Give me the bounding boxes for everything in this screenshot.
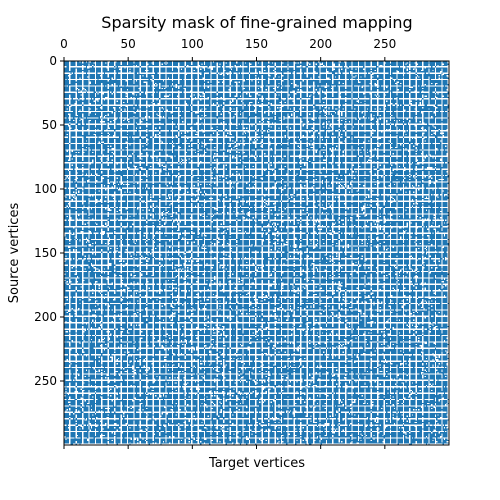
y-tick-label: 50 xyxy=(42,118,57,132)
x-axis-label: Target vertices xyxy=(208,456,305,471)
x-tick-label: 50 xyxy=(121,37,136,51)
y-tick-label: 100 xyxy=(34,182,57,196)
y-tick-label: 200 xyxy=(34,310,57,324)
y-axis-ticks: 0 50 100 150 200 250 xyxy=(34,54,64,388)
y-tick-label: 150 xyxy=(34,246,57,260)
y-tick-label: 250 xyxy=(34,374,57,388)
x-tick-label: 0 xyxy=(60,37,68,51)
plot-area xyxy=(63,60,450,446)
x-tick-label: 250 xyxy=(373,37,396,51)
y-axis-label: Source vertices xyxy=(7,203,22,304)
x-axis-top-ticks: 0 50 100 150 200 250 xyxy=(60,37,396,61)
y-tick-label: 0 xyxy=(49,54,57,68)
chart-title: Sparsity mask of fine-grained mapping xyxy=(101,13,412,32)
x-axis-bottom-ticks xyxy=(63,445,386,449)
x-tick-label: 100 xyxy=(181,37,204,51)
x-tick-label: 150 xyxy=(245,37,268,51)
x-tick-label: 200 xyxy=(309,37,332,51)
sparsity-mask-image xyxy=(64,61,449,445)
